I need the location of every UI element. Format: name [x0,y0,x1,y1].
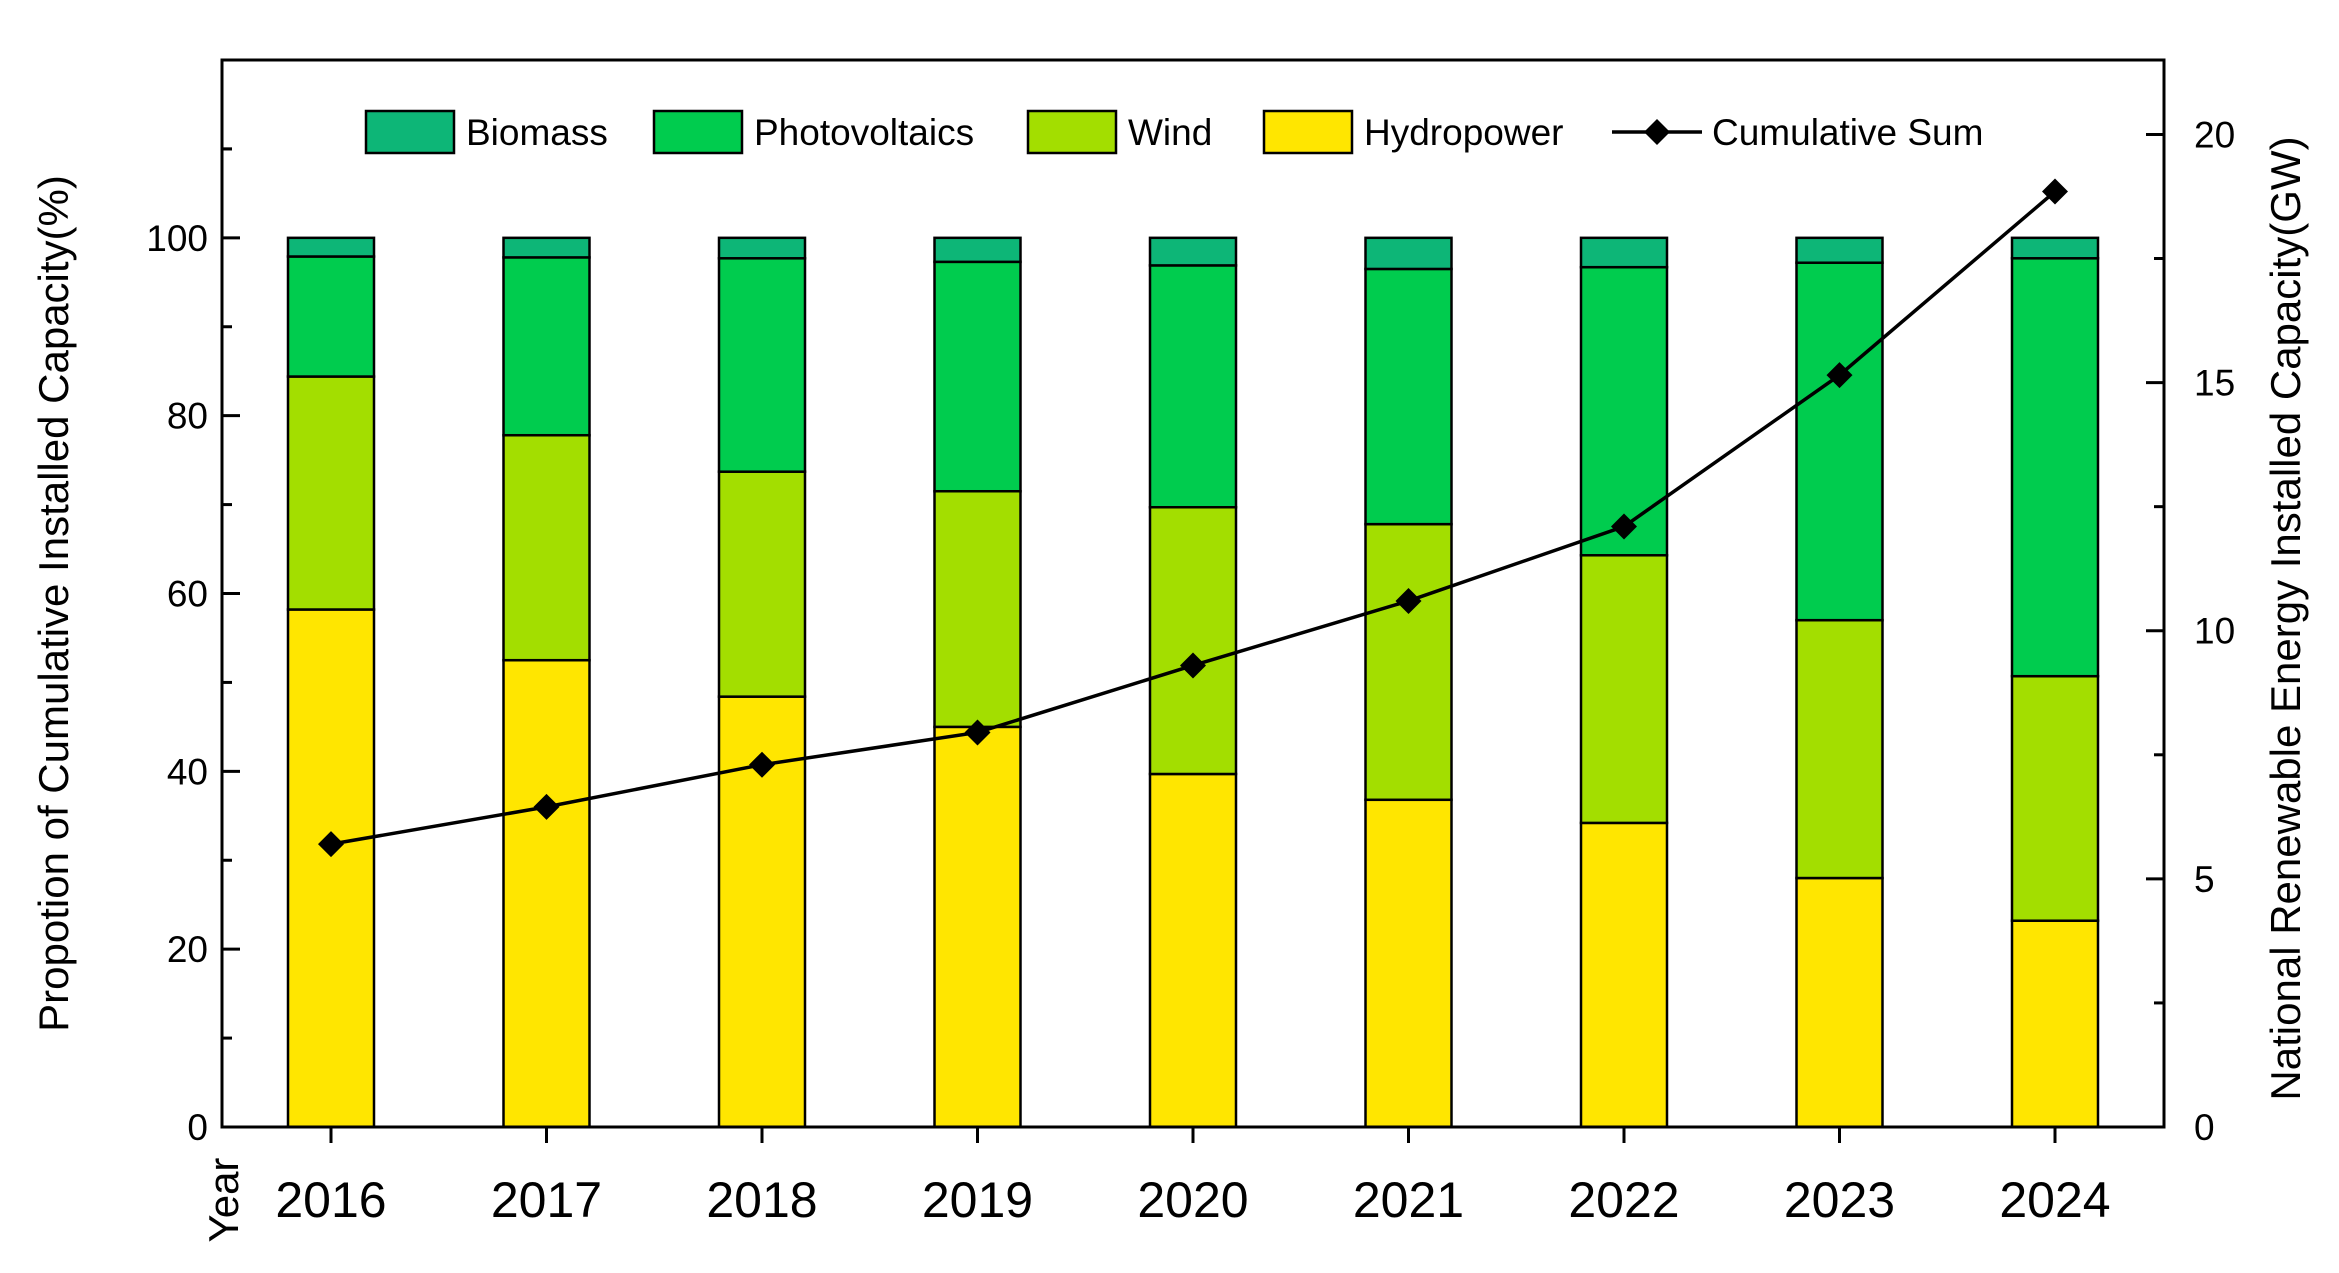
bar-photovoltaics-2022 [1579,265,1669,557]
right-tick-label: 10 [2194,611,2235,652]
bar-wind-2022 [1579,554,1669,825]
legend-label-cumulative-sum: Cumulative Sum [1712,112,1983,153]
x-tick-label: 2024 [1999,1172,2110,1228]
legend-swatch-wind [1026,109,1118,155]
cumulative-sum-marker-2017 [533,793,560,820]
left-tick-label: 20 [167,929,208,970]
left-tick-label: 100 [146,218,208,259]
cumulative-line-layer [318,178,2068,858]
legend-swatch-photovoltaics [652,109,744,155]
right-tick-label: 20 [2194,114,2235,155]
legend-swatch-hydropower [1262,109,1354,155]
bar-wind-2024 [2010,674,2100,922]
right-tick-label: 0 [2194,1107,2215,1148]
bar-hydropower-2016 [286,608,376,1129]
bar-biomass-2020 [1148,236,1238,267]
legend: Biomass Photovoltaics Wind Hydropower Cumula… [364,109,1983,155]
left-tick-label: 60 [167,574,208,615]
left-tick-label: 40 [167,751,208,792]
bars-layer [286,236,2100,1129]
right-tick-label: 15 [2194,363,2235,404]
legend-label-biomass: Biomass [466,112,608,153]
bar-biomass-2024 [2010,236,2100,260]
x-tick-label: 2018 [706,1172,817,1228]
bar-hydropower-2022 [1579,821,1669,1129]
bar-biomass-2016 [286,236,376,258]
cumulative-sum-marker-2019 [964,719,991,746]
x-tick-label: 2021 [1353,1172,1464,1228]
x-tick-label: 2017 [491,1172,602,1228]
cumulative-sum-marker-2022 [1611,513,1637,540]
bar-photovoltaics-2024 [2010,257,2100,678]
legend-line-marker [1644,119,1670,145]
x-axis: 2016 2017 2018 2019 2020 2021 2022 2023 2024 [275,1127,2111,1228]
right-tick-label: 5 [2194,859,2215,900]
bar-wind-2021 [1364,522,1453,802]
bar-wind-2016 [286,375,376,611]
bar-biomass-2022 [1579,236,1669,269]
legend-label-wind: Wind [1128,112,1212,153]
bar-hydropower-2020 [1148,772,1238,1129]
bar-biomass-2023 [1795,236,1884,264]
bar-biomass-2017 [502,236,591,259]
left-axis-title: Propotion of Cumulative Installed Capaci… [30,175,77,1032]
bar-wind-2017 [502,433,591,662]
right-axis: 0 5 10 15 20 [2146,114,2235,1148]
cumulative-sum-marker-2018 [749,751,775,778]
x-tick-label: 2022 [1568,1172,1679,1228]
bar-biomass-2021 [1364,236,1453,271]
bar-photovoltaics-2021 [1364,267,1453,526]
x-tick-label: 2023 [1784,1172,1895,1228]
right-axis-title: National Renewable Energy Installed Capa… [2262,136,2309,1100]
bar-hydropower-2019 [933,725,1022,1129]
bar-biomass-2019 [933,236,1022,264]
bar-hydropower-2017 [502,658,591,1129]
cumulative-sum-marker-2021 [1395,587,1422,614]
bar-photovoltaics-2017 [502,256,591,437]
bar-photovoltaics-2023 [1795,261,1884,622]
left-axis: 0 20 40 60 80 100 [146,147,240,1148]
x-tick-label: 2016 [275,1172,386,1228]
x-axis-title: Year [200,1158,247,1243]
cumulative-sum-marker-2020 [1180,652,1206,679]
x-tick-label: 2020 [1137,1172,1248,1228]
legend-label-photovoltaics: Photovoltaics [754,112,974,153]
left-tick-label: 80 [167,396,208,437]
bar-photovoltaics-2016 [286,255,376,378]
bar-hydropower-2024 [2010,919,2100,1129]
bar-hydropower-2021 [1364,798,1453,1129]
bar-wind-2023 [1795,618,1884,880]
bar-hydropower-2023 [1795,876,1884,1129]
bar-photovoltaics-2018 [717,257,807,473]
cumulative-sum-marker-2016 [318,831,344,858]
bar-photovoltaics-2020 [1148,264,1238,509]
bar-wind-2018 [717,470,807,698]
bar-biomass-2018 [717,236,807,260]
x-tick-label: 2019 [922,1172,1033,1228]
bar-wind-2019 [933,489,1022,729]
cumulative-sum-marker-2023 [1826,362,1853,389]
bar-photovoltaics-2019 [933,260,1022,493]
cumulative-sum-marker-2024 [2042,178,2068,205]
bar-wind-2020 [1148,506,1238,776]
legend-swatch-biomass [364,109,456,155]
legend-label-hydropower: Hydropower [1364,112,1563,153]
left-tick-label: 0 [187,1107,208,1148]
